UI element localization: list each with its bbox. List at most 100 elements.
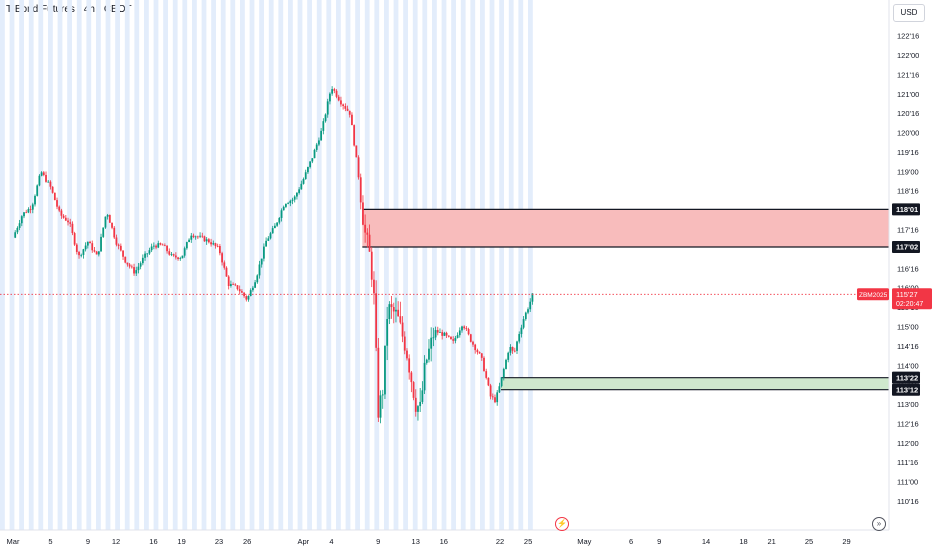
session-shade <box>326 0 332 530</box>
candle-body <box>53 192 56 201</box>
candle-body <box>502 368 505 378</box>
session-shade <box>316 0 322 530</box>
candle-body <box>172 254 175 256</box>
candle-body <box>524 312 527 320</box>
y-tick-label: 119'00 <box>897 167 919 176</box>
candle-body <box>73 233 76 245</box>
candle-body <box>302 179 305 184</box>
candle-body <box>388 304 391 320</box>
candle-body <box>379 395 382 418</box>
candle-body <box>93 250 96 252</box>
candle-body <box>326 101 329 115</box>
candle-body <box>487 377 490 386</box>
candle-body <box>425 359 428 363</box>
symbol-tag-bg <box>857 288 889 301</box>
session-shade <box>230 0 236 530</box>
candle-body <box>513 350 516 352</box>
candle-body <box>375 293 378 348</box>
session-shade <box>76 0 82 530</box>
candle-body <box>62 215 65 218</box>
session-shade <box>240 0 245 530</box>
candle-body <box>298 189 301 193</box>
session-shade <box>278 0 284 530</box>
candle-body <box>128 264 131 267</box>
session-shade <box>355 0 360 530</box>
candle-body <box>216 245 219 247</box>
demand-zone-bottom-label: 113'12 <box>896 385 918 394</box>
candle-body <box>207 239 210 243</box>
candle-body <box>458 330 461 336</box>
candle-body <box>247 296 250 300</box>
candle-body <box>359 177 362 203</box>
candle-body <box>159 243 162 245</box>
candle-body <box>370 251 373 280</box>
session-shade <box>192 0 197 530</box>
y-tick-label: 119'16 <box>897 148 919 157</box>
candle-body <box>307 167 309 173</box>
candle-body <box>432 337 435 339</box>
candle-body <box>397 309 400 317</box>
session-shade <box>518 0 524 530</box>
candle-body <box>496 392 499 403</box>
candle-body <box>373 279 375 294</box>
session-shade <box>288 0 293 530</box>
candle-body <box>472 341 474 345</box>
candle-body <box>304 172 307 180</box>
candle-body <box>485 371 488 378</box>
candle-body <box>280 210 283 218</box>
session-shade <box>441 0 447 530</box>
candle-body <box>168 251 171 255</box>
session-shade <box>48 0 53 530</box>
currency-button[interactable]: USD <box>893 4 925 22</box>
candle-body <box>441 332 444 336</box>
candle-body <box>227 276 230 286</box>
candle-body <box>124 256 127 263</box>
candle-body <box>260 258 263 265</box>
session-shade <box>374 0 380 530</box>
y-tick-label: 110'16 <box>897 497 919 506</box>
candle-body <box>188 239 190 243</box>
candle-body <box>474 344 477 351</box>
candle-body <box>27 209 30 213</box>
candle-body <box>390 304 393 308</box>
candle-body <box>348 110 351 115</box>
candle-body <box>223 262 226 268</box>
candle-body <box>38 175 41 186</box>
lightning-icon[interactable]: ⚡ <box>555 517 569 531</box>
candle-body <box>82 249 85 255</box>
candle-body <box>271 228 274 234</box>
x-tick-label: 9 <box>657 537 661 546</box>
session-shade <box>345 0 351 530</box>
candle-body <box>445 332 448 336</box>
candle-body <box>45 174 47 182</box>
session-shade <box>480 0 485 530</box>
candle-body <box>311 158 314 162</box>
candle-body <box>285 203 287 207</box>
candle-body <box>395 309 397 312</box>
candle-body <box>146 253 149 255</box>
candle-body <box>392 307 395 312</box>
y-tick-label: 120'16 <box>897 109 919 118</box>
candle-body <box>507 352 510 360</box>
candle-body <box>322 121 325 131</box>
y-tick-label: 116'00 <box>897 284 919 293</box>
session-shade <box>163 0 168 530</box>
candle-body <box>491 396 494 398</box>
candle-body <box>139 263 142 267</box>
session-shade <box>19 0 24 530</box>
candle-body <box>174 255 177 258</box>
candle-body <box>69 222 72 224</box>
candle-body <box>155 245 157 248</box>
session-shade <box>38 0 44 530</box>
candle-body <box>89 241 91 244</box>
candle-body <box>489 385 492 397</box>
candle-body <box>443 332 446 336</box>
candle-body <box>320 130 323 141</box>
candle-body <box>313 149 316 159</box>
supply-zone-bottom-label-bg <box>892 240 920 253</box>
candle-body <box>467 329 470 335</box>
candle-body <box>97 251 100 255</box>
go-to-realtime-icon[interactable]: » <box>872 517 886 531</box>
session-shade <box>134 0 140 530</box>
